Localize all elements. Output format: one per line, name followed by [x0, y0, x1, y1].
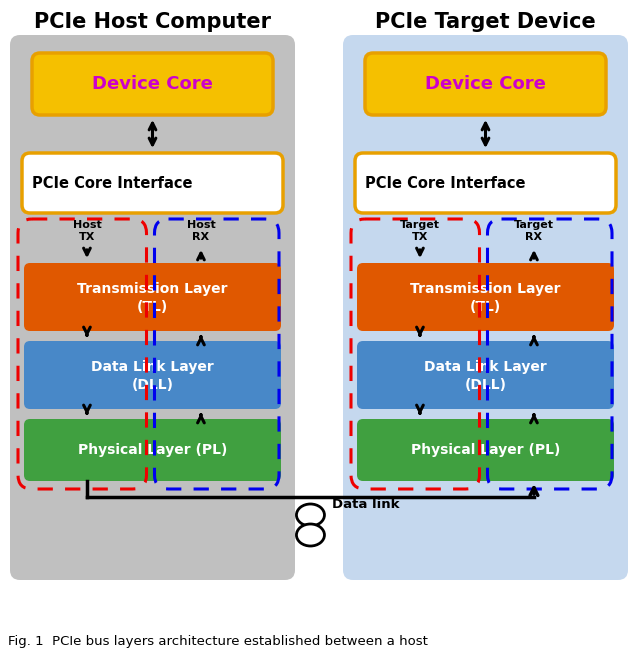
- Ellipse shape: [297, 524, 325, 546]
- Text: Physical Layer (PL): Physical Layer (PL): [78, 443, 227, 457]
- FancyBboxPatch shape: [32, 53, 273, 115]
- Text: Device Core: Device Core: [425, 75, 546, 93]
- Text: PCIe Core Interface: PCIe Core Interface: [365, 176, 526, 191]
- Text: Transmission Layer: Transmission Layer: [410, 282, 561, 296]
- Text: Device Core: Device Core: [92, 75, 213, 93]
- FancyBboxPatch shape: [22, 153, 283, 213]
- FancyBboxPatch shape: [24, 419, 281, 481]
- Ellipse shape: [297, 504, 325, 526]
- Text: Host: Host: [186, 220, 216, 230]
- Text: (DLL): (DLL): [464, 378, 507, 392]
- FancyBboxPatch shape: [24, 341, 281, 409]
- FancyBboxPatch shape: [24, 263, 281, 331]
- Text: TX: TX: [78, 232, 95, 242]
- Text: PCIe Target Device: PCIe Target Device: [375, 12, 596, 32]
- Text: PCIe Host Computer: PCIe Host Computer: [34, 12, 271, 32]
- Text: (TL): (TL): [470, 300, 501, 314]
- FancyBboxPatch shape: [357, 341, 614, 409]
- Text: Transmission Layer: Transmission Layer: [77, 282, 228, 296]
- Text: Physical Layer (PL): Physical Layer (PL): [411, 443, 560, 457]
- FancyBboxPatch shape: [357, 263, 614, 331]
- Text: RX: RX: [193, 232, 209, 242]
- Text: Fig. 1  PCIe bus layers architecture established between a host: Fig. 1 PCIe bus layers architecture esta…: [8, 636, 428, 649]
- FancyBboxPatch shape: [357, 419, 614, 481]
- Text: (TL): (TL): [137, 300, 168, 314]
- Text: RX: RX: [525, 232, 542, 242]
- Text: Host: Host: [73, 220, 101, 230]
- Text: Data Link Layer: Data Link Layer: [91, 360, 214, 374]
- Text: Target: Target: [400, 220, 440, 230]
- Text: (DLL): (DLL): [131, 378, 174, 392]
- FancyBboxPatch shape: [355, 153, 616, 213]
- Text: Data Link Layer: Data Link Layer: [424, 360, 547, 374]
- Text: PCIe Core Interface: PCIe Core Interface: [32, 176, 193, 191]
- FancyBboxPatch shape: [365, 53, 606, 115]
- Text: Data link: Data link: [332, 499, 400, 511]
- FancyBboxPatch shape: [10, 35, 295, 580]
- FancyBboxPatch shape: [343, 35, 628, 580]
- Text: TX: TX: [412, 232, 428, 242]
- Text: Target: Target: [514, 220, 554, 230]
